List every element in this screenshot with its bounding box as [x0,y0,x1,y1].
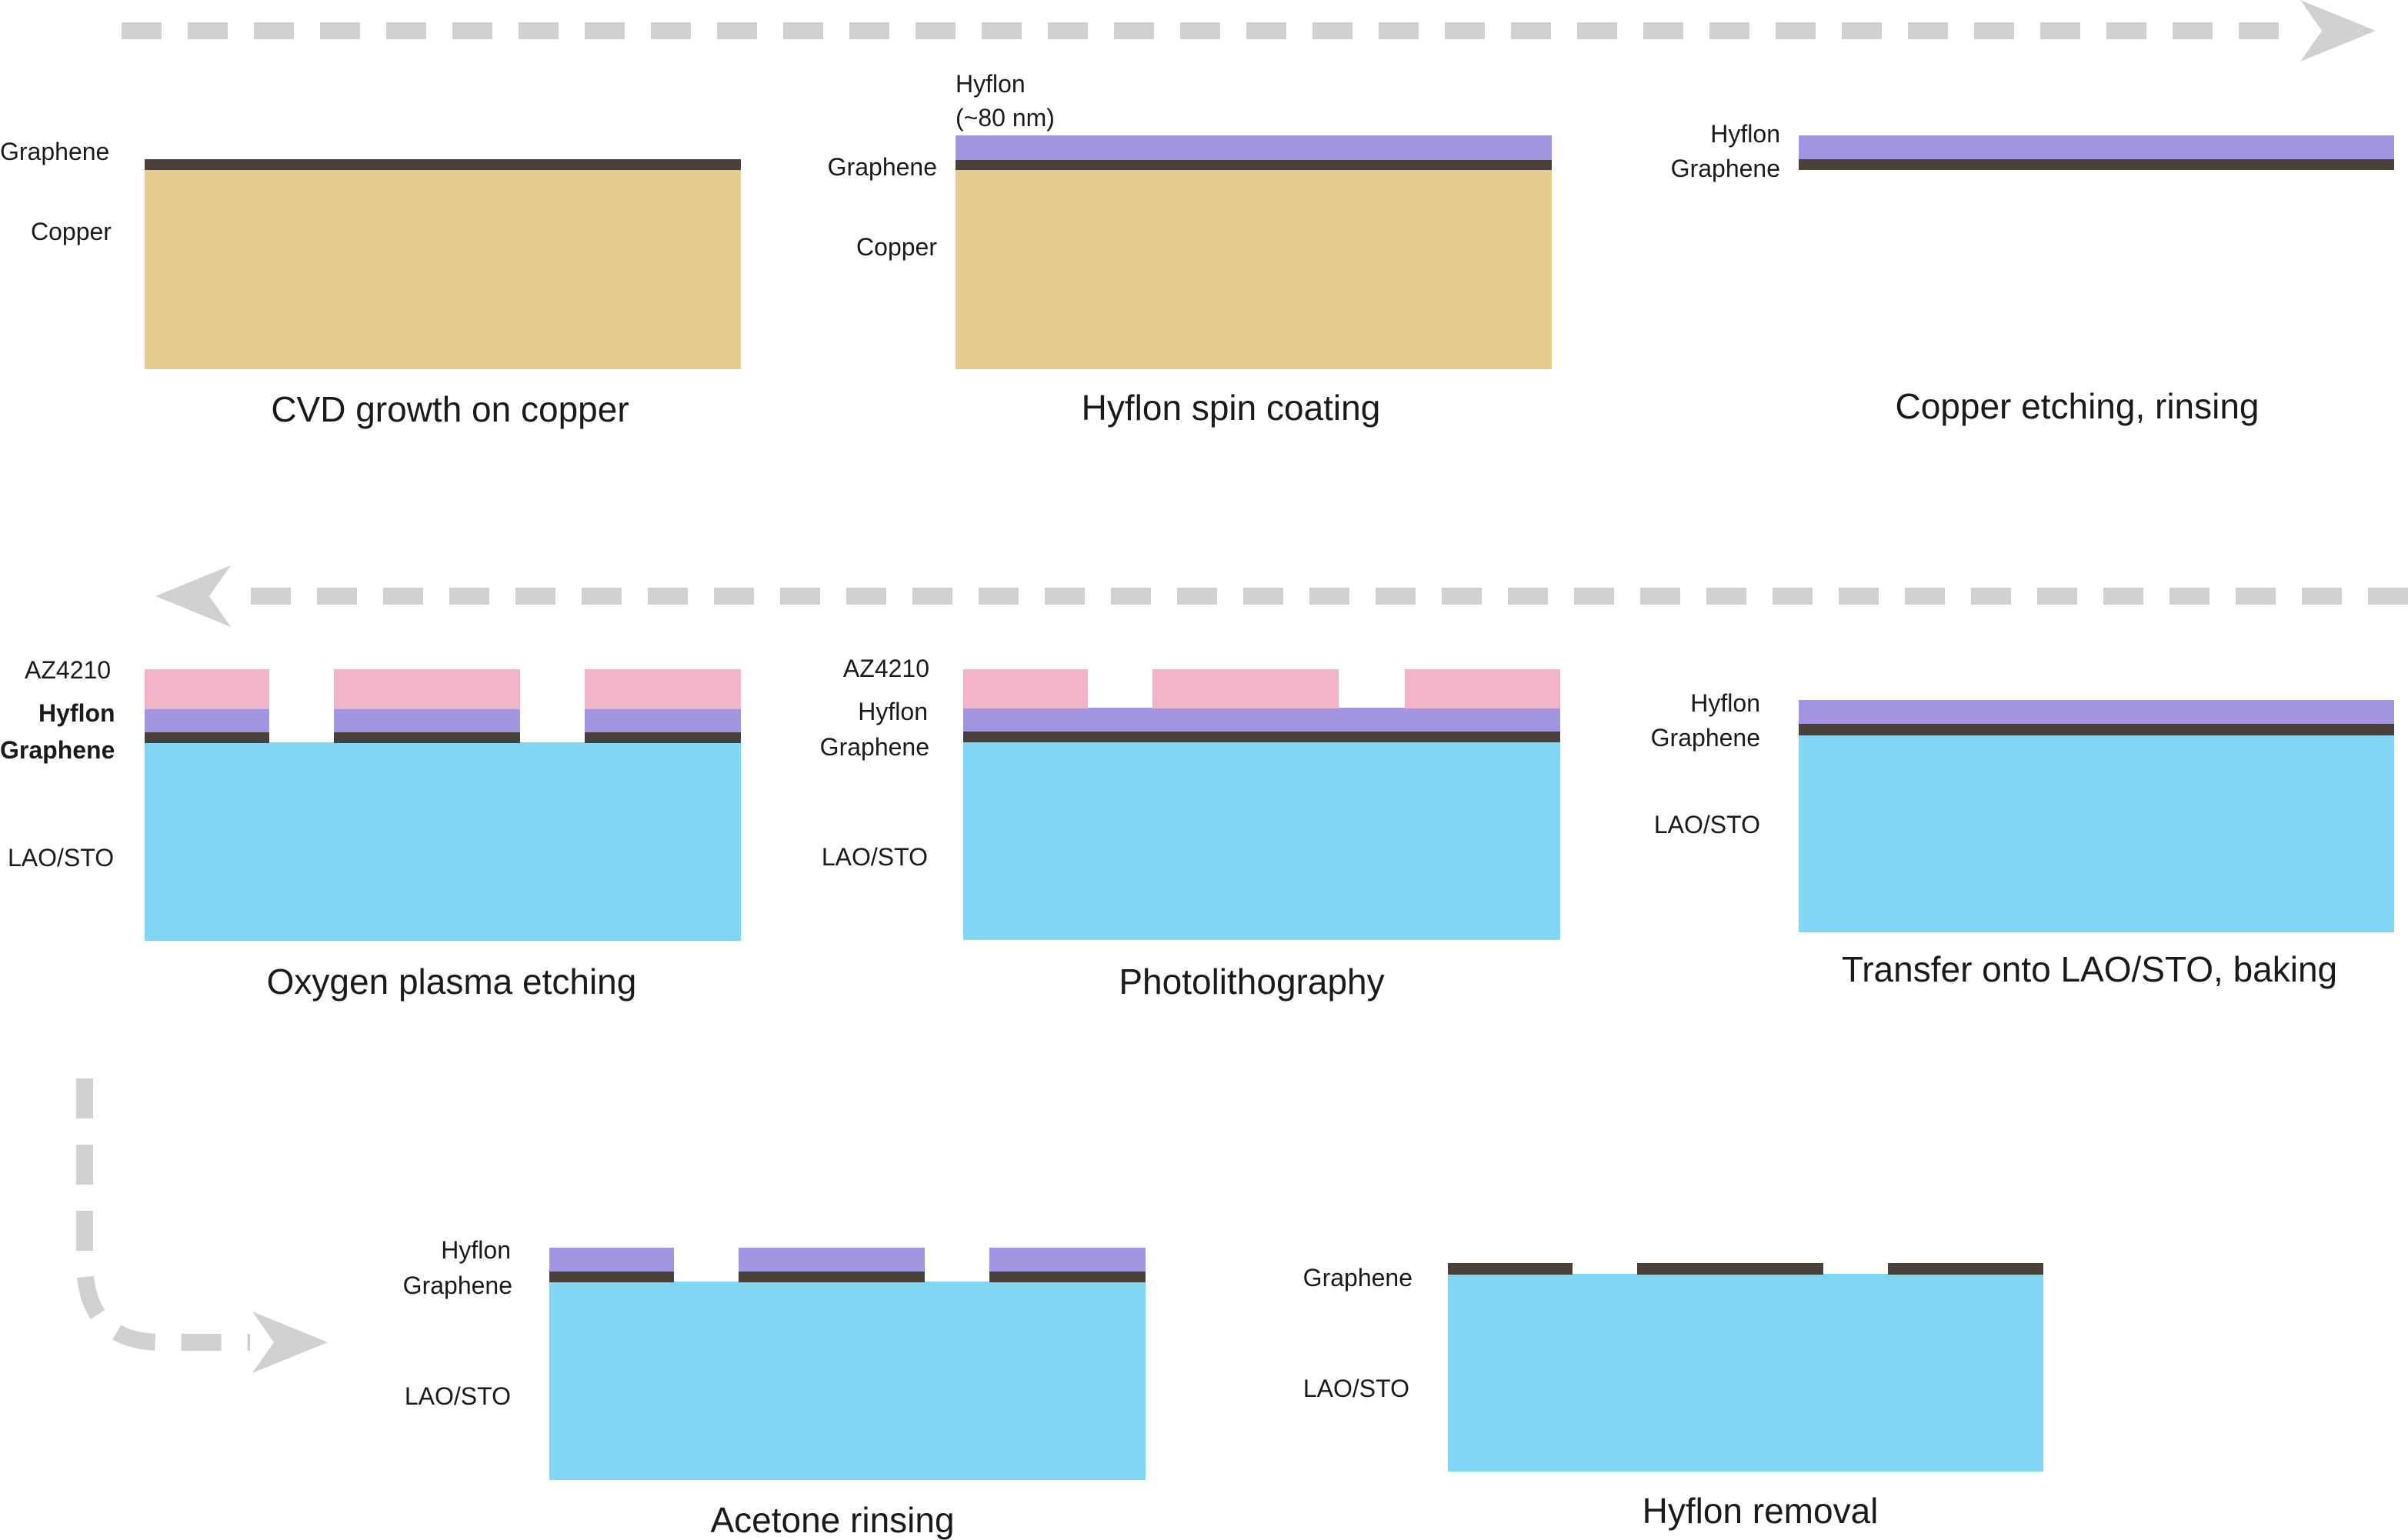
hyflon-layer [1799,700,2394,724]
copper-layer [145,169,741,369]
graphene-label: Graphene [0,138,109,165]
hyflon-segment [549,1248,674,1272]
graphene-label: Graphene [820,733,929,761]
graphene-segment [145,732,269,743]
hyflon-label: Hyflon [1710,120,1780,148]
step-acetone-rinsing: Hyflon Graphene LAO/STO Acetone rinsing [403,1236,1146,1540]
lao-sto-substrate [1799,735,2394,932]
flow-arrow-row2 [155,565,2408,627]
hyflon-label: Hyflon [858,698,928,725]
step-copper-etching: Hyflon Graphene Copper etching, rinsing [1671,120,2394,426]
hyflon-layer [1799,135,2394,159]
step-caption: Photolithography [1119,962,1384,1002]
resist-block [1152,669,1339,708]
graphene-label: Graphene [1303,1264,1412,1292]
flow-arrow-row1 [122,0,2376,62]
step-hyflon-removal: Graphene LAO/STO Hyflon removal [1303,1263,2043,1531]
lao-sto-substrate [549,1282,1146,1480]
resist-label: AZ4210 [843,655,929,682]
graphene-label: Graphene [828,153,937,181]
step-hyflon-spin-coating: Hyflon (~80 nm) Graphene Copper Hyflon s… [828,70,1552,428]
graphene-segment [1888,1263,2043,1275]
graphene-segment [334,732,520,743]
hyflon-segment [585,708,741,732]
hyflon-layer [963,708,1560,732]
hyflon-label: Hyflon [956,70,1026,98]
step-caption: Copper etching, rinsing [1895,386,2259,426]
resist-block [963,669,1088,708]
resist-block [145,669,269,709]
step-transfer-baking: Hyflon Graphene LAO/STO Transfer onto LA… [1651,689,2394,989]
hyflon-label: Hyflon [441,1236,511,1264]
step-caption: Hyflon spin coating [1082,388,1381,428]
lao-sto-label: LAO/STO [1303,1375,1409,1402]
step-oxygen-plasma-etching: AZ4210 Hyflon Graphene LAO/STO Oxygen pl… [0,656,741,1002]
step-caption: Oxygen plasma etching [267,962,637,1002]
hyflon-segment [334,708,520,732]
hyflon-segment [989,1248,1146,1272]
graphene-segment [1637,1263,1823,1275]
hyflon-segment [739,1248,925,1272]
graphene-segment [1448,1263,1573,1275]
graphene-layer [963,731,1560,742]
resist-block [334,669,520,709]
graphene-segment [739,1271,925,1282]
graphene-layer [1799,724,2394,735]
graphene-layer [1799,159,2394,170]
step-caption: Acetone rinsing [710,1500,954,1540]
graphene-label: Graphene [1671,155,1780,182]
step-photolithography: AZ4210 Hyflon Graphene LAO/STO Photolith… [820,655,1560,1002]
hyflon-thickness-label: (~80 nm) [956,104,1055,132]
graphene-label: Graphene [403,1272,512,1299]
lao-sto-label: LAO/STO [8,844,114,872]
resist-block [1405,669,1560,708]
lao-sto-label: LAO/STO [405,1382,511,1410]
graphene-segment [585,732,741,743]
graphene-label: Graphene [0,736,115,764]
step-caption: Transfer onto LAO/STO, baking [1842,949,2337,989]
graphene-segment [989,1271,1146,1282]
lao-sto-label: LAO/STO [822,843,928,871]
copper-label: Copper [856,233,937,261]
graphene-layer [956,159,1552,170]
lao-sto-substrate [145,742,741,941]
graphene-label: Graphene [1651,724,1760,752]
resist-label: AZ4210 [25,656,111,684]
step-caption: Hyflon removal [1643,1491,1879,1531]
graphene-segment [549,1271,674,1282]
flow-arrow-row3 [76,1078,328,1373]
lao-sto-label: LAO/STO [1654,811,1760,838]
step-caption: CVD growth on copper [271,389,629,429]
graphene-layer [145,159,741,170]
lao-sto-substrate [1448,1274,2043,1472]
lao-sto-substrate [963,742,1560,940]
copper-label: Copper [31,218,112,245]
hyflon-label: Hyflon [1690,689,1760,717]
hyflon-segment [145,708,269,732]
resist-block [585,669,741,709]
copper-layer [956,169,1552,369]
step-cvd-growth: Graphene Copper CVD growth on copper [0,138,741,429]
hyflon-label: Hyflon [38,699,115,727]
hyflon-layer [956,135,1552,160]
